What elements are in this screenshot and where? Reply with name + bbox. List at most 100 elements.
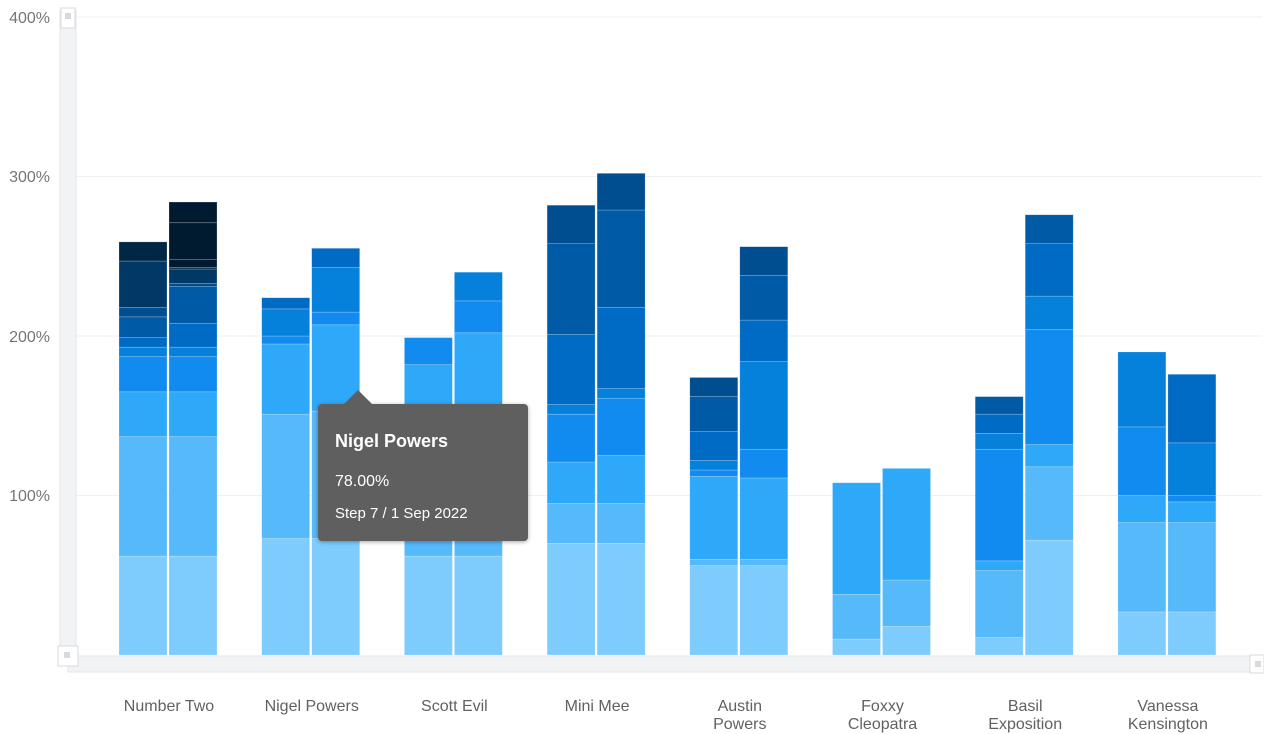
bar-segment[interactable] (546, 334, 596, 405)
bar-segment[interactable] (1167, 495, 1217, 503)
bar-segment[interactable] (1167, 522, 1217, 613)
bar-segment[interactable] (596, 543, 646, 656)
bar-segment[interactable] (311, 538, 361, 656)
bar-segment[interactable] (596, 173, 646, 211)
bar-segment[interactable] (311, 247, 361, 268)
bar-segment[interactable] (546, 404, 596, 415)
bar-segment[interactable] (739, 477, 789, 560)
bar-segment[interactable] (261, 297, 311, 310)
bar-segment[interactable] (882, 625, 931, 656)
bar-segment[interactable] (1117, 522, 1167, 613)
bar-segment[interactable] (454, 555, 503, 656)
bar-segment[interactable] (546, 204, 596, 244)
bar-segment[interactable] (596, 209, 646, 308)
bar-segment[interactable] (168, 283, 218, 287)
bar-segment[interactable] (261, 343, 311, 415)
bar-segment[interactable] (596, 397, 646, 456)
bar-segment[interactable] (739, 361, 789, 450)
bar-segment[interactable] (1024, 329, 1074, 445)
bar-segment[interactable] (546, 461, 596, 504)
bar-segment[interactable] (974, 637, 1024, 656)
bar-segment[interactable] (689, 396, 739, 432)
bar-segment[interactable] (546, 413, 596, 463)
bar-segment[interactable] (596, 306, 646, 389)
bar-segment[interactable] (168, 222, 218, 260)
bar-segment[interactable] (596, 503, 646, 544)
bar-segment[interactable] (1024, 243, 1074, 297)
bar-segment[interactable] (974, 448, 1024, 562)
bar-segment[interactable] (118, 391, 168, 437)
bar-segment[interactable] (739, 448, 789, 479)
bar-segment[interactable] (118, 306, 168, 318)
bar-segment[interactable] (118, 346, 168, 358)
bar-segment[interactable] (689, 469, 739, 477)
bar-segment[interactable] (118, 356, 168, 393)
bar-segment[interactable] (168, 268, 218, 284)
bar-segment[interactable] (1024, 444, 1074, 468)
bar-segment[interactable] (168, 259, 218, 268)
bar-segment[interactable] (546, 503, 596, 544)
bar-segment[interactable] (168, 201, 218, 224)
bar-segment[interactable] (168, 356, 218, 393)
bar-segment[interactable] (261, 308, 311, 337)
bar-segment[interactable] (454, 271, 503, 302)
bar-segment[interactable] (168, 391, 218, 437)
bar-segment[interactable] (689, 460, 739, 471)
bar-segment[interactable] (974, 413, 1024, 434)
bar-segment[interactable] (168, 555, 218, 656)
bar-segment[interactable] (546, 543, 596, 656)
bar-segment[interactable] (739, 319, 789, 362)
bar-segment[interactable] (1024, 295, 1074, 330)
bar-segment[interactable] (1117, 495, 1167, 523)
bar-segment[interactable] (404, 555, 453, 656)
bar-segment[interactable] (261, 538, 311, 656)
bar-segment[interactable] (1024, 466, 1074, 541)
bar-segment[interactable] (1167, 501, 1217, 523)
bar-segment[interactable] (118, 241, 168, 262)
bar-segment[interactable] (118, 436, 168, 557)
bar-segment[interactable] (1167, 373, 1217, 444)
x-scrollbar-track[interactable] (67, 655, 1257, 673)
bar-segment[interactable] (1024, 539, 1074, 656)
bar-segment[interactable] (118, 316, 168, 338)
bar-segment[interactable] (1167, 611, 1217, 656)
bar-segment[interactable] (596, 388, 646, 399)
bar-segment[interactable] (1117, 351, 1167, 428)
bar-segment[interactable] (118, 555, 168, 656)
bar-segment[interactable] (168, 436, 218, 557)
bar-segment[interactable] (739, 565, 789, 656)
bar-segment[interactable] (974, 396, 1024, 415)
bar-segment[interactable] (261, 335, 311, 345)
bar-segment[interactable] (739, 275, 789, 321)
y-scrollbar-track[interactable] (59, 9, 77, 661)
bar-segment[interactable] (546, 243, 596, 335)
bar-segment[interactable] (1167, 442, 1217, 496)
bar-segment[interactable] (1117, 426, 1167, 496)
bar-segment[interactable] (1024, 214, 1074, 244)
bar-segment[interactable] (689, 476, 739, 560)
bar-segment[interactable] (1117, 611, 1167, 656)
bar-segment[interactable] (596, 455, 646, 504)
bar-segment[interactable] (118, 337, 168, 348)
bar-segment[interactable] (974, 432, 1024, 450)
bar-segment[interactable] (311, 267, 361, 313)
bar-segment[interactable] (832, 482, 881, 595)
bar-segment[interactable] (832, 594, 881, 640)
bar-segment[interactable] (974, 560, 1024, 571)
bar-segment[interactable] (739, 246, 789, 276)
bar-segment[interactable] (311, 311, 361, 326)
bar-segment[interactable] (832, 638, 881, 656)
bar-segment[interactable] (118, 260, 168, 308)
bar-segment[interactable] (689, 377, 739, 397)
bar-segment[interactable] (739, 558, 789, 566)
bar-segment[interactable] (168, 346, 218, 358)
bar-segment[interactable] (882, 579, 931, 627)
bar-segment[interactable] (689, 565, 739, 656)
bar-segment[interactable] (261, 413, 311, 539)
bar-segment[interactable] (168, 286, 218, 324)
bar-segment[interactable] (454, 300, 503, 334)
bar-segment[interactable] (404, 337, 453, 366)
bar-segment[interactable] (689, 558, 739, 566)
bar-segment[interactable] (882, 468, 931, 581)
bar-segment[interactable] (689, 431, 739, 461)
